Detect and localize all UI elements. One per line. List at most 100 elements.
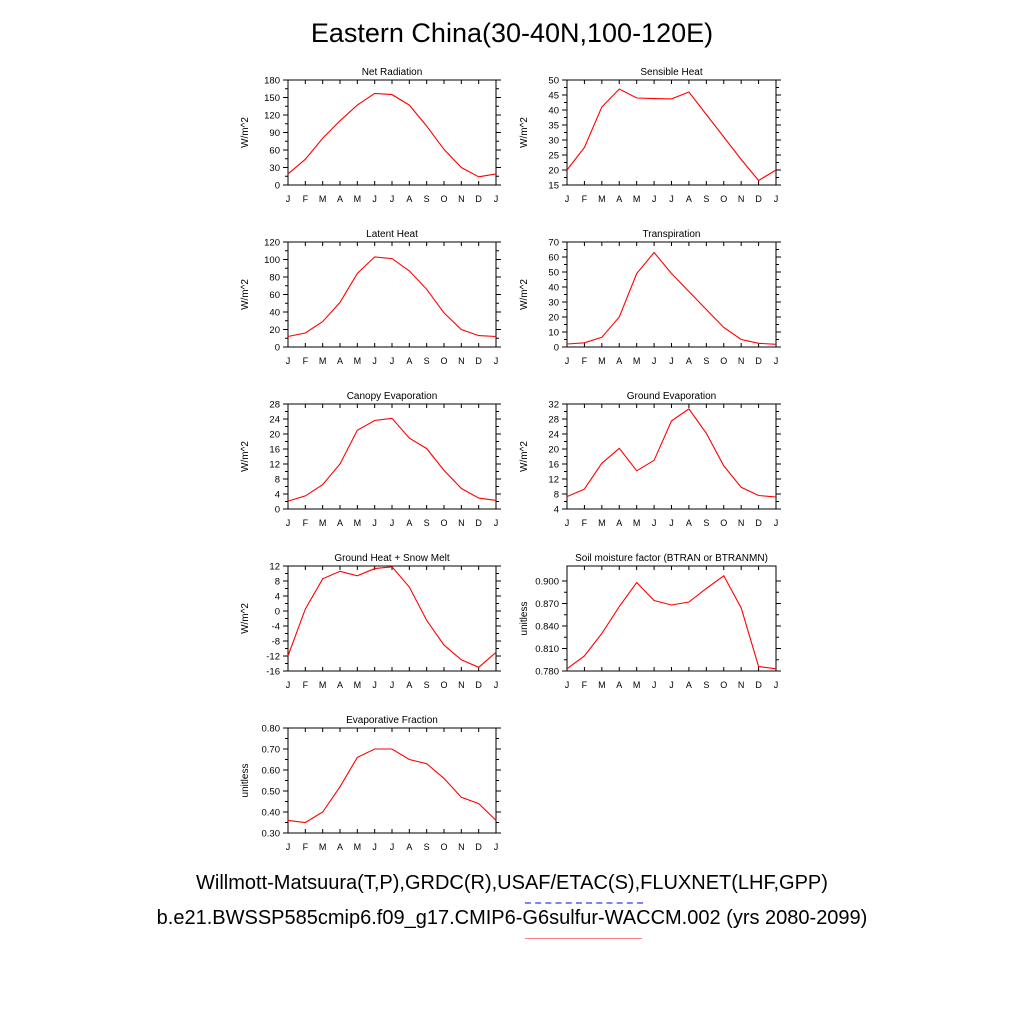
x-tick-label: F (303, 518, 309, 528)
x-tick-label: J (774, 194, 779, 204)
x-tick-label: J (565, 194, 570, 204)
y-tick-label: 120 (264, 238, 280, 249)
y-tick-label: 20 (269, 325, 280, 336)
x-tick-label: A (406, 356, 412, 366)
y-tick-label: 45 (548, 91, 559, 102)
y-tick-label: 30 (548, 136, 559, 147)
x-tick-label: A (337, 518, 343, 528)
x-tick-label: J (565, 680, 570, 690)
y-tick-label: 4 (275, 592, 280, 603)
y-tick-label: 24 (269, 415, 280, 426)
x-tick-label: N (458, 194, 465, 204)
series-line (566, 574, 777, 670)
x-tick-label: A (616, 194, 622, 204)
y-tick-label: 100 (264, 255, 280, 266)
y-tick-label: 24 (548, 430, 559, 441)
panel-title: Ground Heat + Snow Melt (334, 553, 450, 564)
plot-frame (566, 79, 777, 186)
x-tick-label: M (633, 680, 641, 690)
x-tick-label: A (616, 518, 622, 528)
x-tick-label: J (390, 194, 395, 204)
y-tick-label: -16 (266, 667, 280, 678)
panel-title: Net Radiation (362, 67, 423, 78)
y-tick-label: -12 (266, 652, 280, 663)
y-tick-label: 0 (554, 343, 559, 354)
y-tick-label: 70 (548, 238, 559, 249)
x-tick-label: M (354, 680, 362, 690)
x-tick-label: J (372, 842, 377, 852)
y-tick-label: 0.50 (262, 787, 281, 798)
y-tick-label: 50 (548, 268, 559, 279)
panel-title: Ground Evaporation (627, 391, 717, 402)
y-tick-label: 10 (548, 328, 559, 339)
series-line (566, 251, 777, 345)
x-tick-label: N (458, 518, 465, 528)
x-tick-label: J (652, 194, 657, 204)
x-tick-label: S (424, 842, 430, 852)
y-axis-label: unitless (240, 764, 251, 798)
x-tick-label: M (319, 194, 327, 204)
figure-title: Eastern China(30-40N,100-120E) (310, 18, 714, 48)
x-tick-label: A (406, 680, 412, 690)
y-tick-label: 60 (548, 253, 559, 264)
y-tick-label: 40 (548, 283, 559, 294)
x-tick-label: N (738, 356, 745, 366)
x-tick-label: J (390, 518, 395, 528)
x-tick-label: M (598, 194, 606, 204)
y-tick-label: 0.70 (262, 745, 281, 756)
x-tick-label: D (475, 518, 482, 528)
y-tick-label: 20 (548, 313, 559, 324)
y-tick-label: -4 (272, 622, 280, 633)
x-tick-label: J (390, 356, 395, 366)
x-tick-label: J (669, 356, 674, 366)
series-line (287, 566, 497, 668)
x-tick-label: S (424, 356, 430, 366)
x-tick-label: M (354, 194, 362, 204)
x-tick-label: J (774, 680, 779, 690)
y-tick-label: 0.30 (262, 829, 281, 840)
y-tick-label: 90 (269, 128, 280, 139)
panel-title: Soil moisture factor (BTRAN or BTRANMN) (575, 553, 768, 564)
y-tick-label: 40 (269, 308, 280, 319)
x-tick-label: J (286, 680, 291, 690)
y-tick-label: 25 (548, 151, 559, 162)
x-tick-label: N (738, 680, 745, 690)
x-tick-label: O (440, 680, 447, 690)
x-tick-label: A (406, 518, 412, 528)
x-tick-label: J (286, 194, 291, 204)
y-tick-label: 60 (269, 146, 280, 157)
x-tick-label: J (652, 356, 657, 366)
x-tick-label: M (598, 680, 606, 690)
y-tick-label: 28 (548, 415, 559, 426)
x-tick-label: J (565, 356, 570, 366)
legend-solid-line (525, 938, 642, 939)
y-tick-label: 12 (269, 562, 280, 573)
y-axis-label: W/m^2 (519, 279, 530, 310)
x-tick-label: J (494, 194, 499, 204)
x-tick-label: M (598, 356, 606, 366)
x-tick-label: D (475, 680, 482, 690)
y-tick-label: 8 (275, 577, 280, 588)
x-tick-label: O (440, 194, 447, 204)
y-tick-label: 180 (264, 76, 280, 87)
x-tick-label: J (565, 518, 570, 528)
footer-case-caption: b.e21.BWSSP585cmip6.f09_g17.CMIP6-G6sulf… (156, 907, 868, 929)
x-tick-label: M (354, 842, 362, 852)
y-tick-label: 0 (275, 505, 280, 516)
y-tick-label: 0.780 (535, 667, 559, 678)
x-tick-label: J (669, 194, 674, 204)
x-tick-label: A (616, 356, 622, 366)
panel-title: Latent Heat (366, 229, 418, 240)
x-tick-label: J (774, 518, 779, 528)
x-tick-label: F (303, 356, 309, 366)
x-tick-label: M (633, 356, 641, 366)
x-tick-label: F (303, 194, 309, 204)
legend-dashed-line (525, 902, 643, 904)
x-tick-label: N (738, 518, 745, 528)
x-tick-label: S (703, 518, 709, 528)
x-tick-label: O (440, 842, 447, 852)
